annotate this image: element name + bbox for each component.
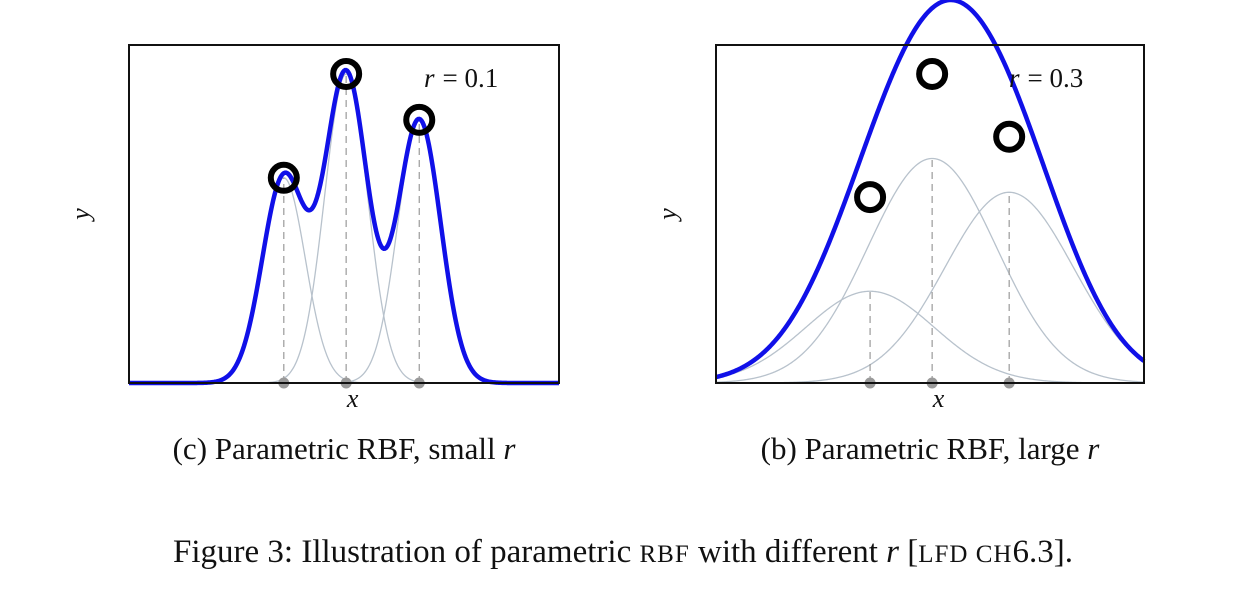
x-axis-label: x xyxy=(932,384,945,413)
caption-var: r xyxy=(886,534,899,570)
data-point-1 xyxy=(267,161,300,194)
caption-ref-text: LFD CH xyxy=(918,541,1013,568)
panel-subtitle-text: (c) Parametric RBF, small xyxy=(173,431,504,466)
data-point-2 xyxy=(330,57,363,90)
panel-subtitle-var: r xyxy=(503,431,516,466)
basis-curve-3 xyxy=(129,119,559,384)
figure-caption: Figure 3: Illustration of parametric RBF… xyxy=(0,534,1246,571)
basis-curves xyxy=(129,73,559,384)
panel-subtitle: (b) Parametric RBF, large r xyxy=(761,431,1101,466)
panel-small-r: x y r = 0.1 (c) Parametric RBF, small r xyxy=(66,44,560,466)
panel-subtitle-text: (b) Parametric RBF, large xyxy=(761,431,1088,466)
caption-ref-close: ]. xyxy=(1053,534,1073,570)
r-annotation-var: r xyxy=(1009,63,1020,93)
caption-prefix: Figure 3: Illustration of parametric xyxy=(173,534,640,570)
data-point-3 xyxy=(403,103,436,136)
rbf-fit-curve xyxy=(715,0,1146,380)
basis-curve-3 xyxy=(716,191,1145,384)
basis-curves xyxy=(715,157,1145,384)
caption-ref-num: 6.3 xyxy=(1012,534,1054,570)
data-points xyxy=(267,57,436,194)
panel-large-r: x y r = 0.3 (b) Parametric RBF, large r xyxy=(653,0,1146,466)
data-point-3 xyxy=(993,120,1026,153)
plot-frame xyxy=(128,44,560,384)
data-point-2 xyxy=(916,57,949,90)
center-guides xyxy=(869,158,1010,383)
x-axis-label: x xyxy=(346,384,359,413)
r-annotation-value: = 0.3 xyxy=(1028,63,1084,93)
center-guides xyxy=(283,73,420,383)
y-axis-label: y xyxy=(653,208,682,223)
r-annotation: r = 0.3 xyxy=(1009,63,1083,93)
caption-ref-open: [ xyxy=(899,534,919,570)
data-point-1 xyxy=(854,181,887,214)
y-axis-label: y xyxy=(66,208,95,223)
basis-curve-2 xyxy=(715,157,1145,383)
panel-subtitle-var: r xyxy=(1087,431,1100,466)
panel-subtitle: (c) Parametric RBF, small r xyxy=(173,431,517,466)
r-annotation-var: r xyxy=(424,63,435,93)
caption-rbf: RBF xyxy=(639,541,690,568)
caption-middle: with different xyxy=(689,534,887,570)
r-annotation: r = 0.1 xyxy=(424,63,498,93)
plot-frame xyxy=(715,44,1145,384)
r-annotation-value: = 0.1 xyxy=(443,63,499,93)
rbf-fit-curve xyxy=(129,67,559,386)
data-points xyxy=(854,57,1026,214)
basis-curve-1 xyxy=(129,177,559,384)
basis-curve-2 xyxy=(129,73,559,384)
